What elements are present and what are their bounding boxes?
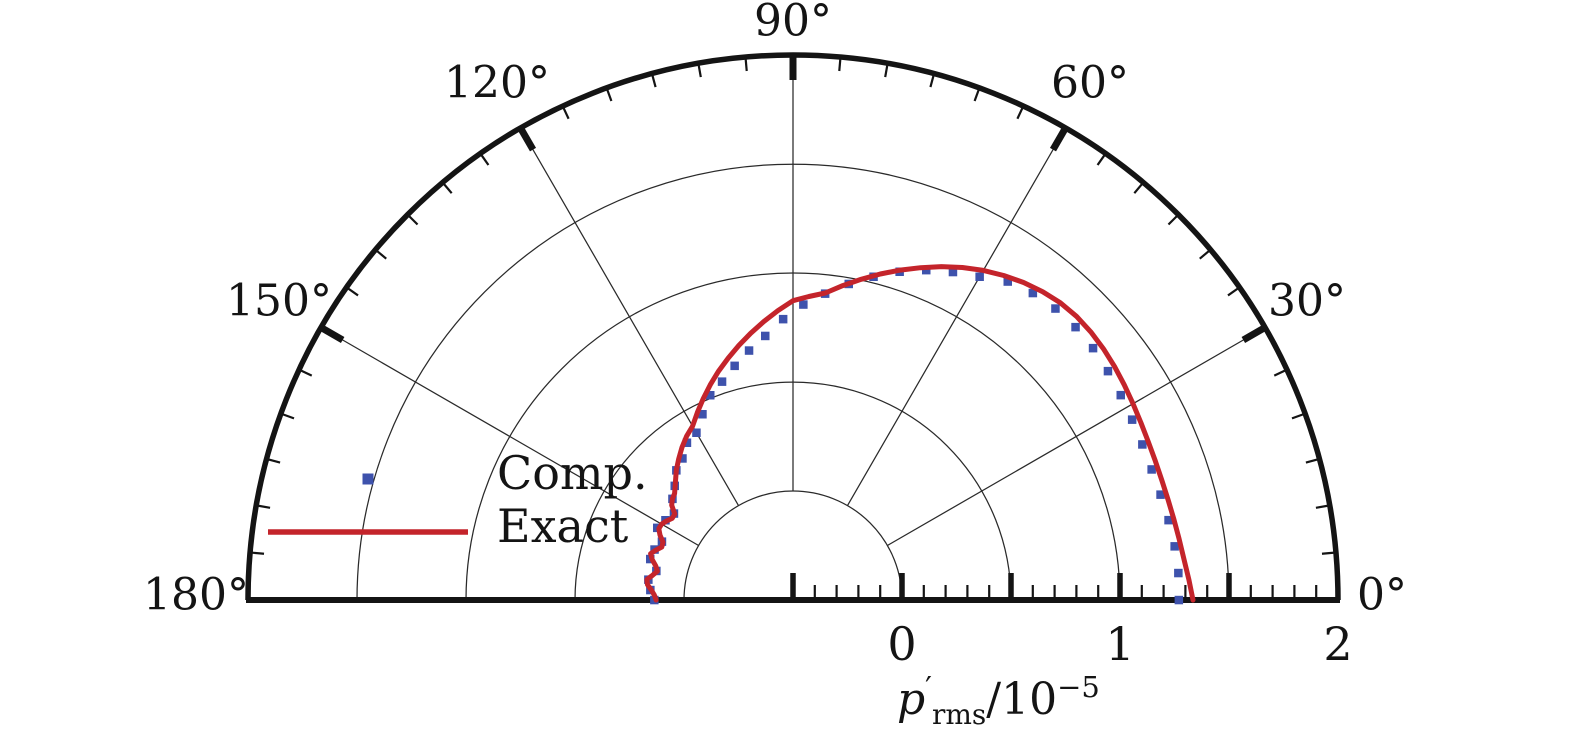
comp-data-marker <box>922 265 931 275</box>
comp-data-marker <box>1051 304 1060 313</box>
angle-tick-minor <box>1273 368 1288 377</box>
angle-tick-minor <box>479 152 490 166</box>
comp-data-marker <box>948 267 958 277</box>
comp-data-marker <box>706 391 715 400</box>
comp-data-marker <box>1071 322 1080 332</box>
radius-ticks <box>790 573 1318 598</box>
angle-tick-minor <box>561 105 570 120</box>
comp-data-marker <box>1156 490 1165 499</box>
angle-tick-minor <box>697 63 702 78</box>
comp-data-marker <box>1088 343 1098 353</box>
angle-tick-minor <box>249 551 265 555</box>
angle-tick-minor <box>1016 105 1025 120</box>
angle-tick-minor <box>280 412 295 420</box>
series-exact-line <box>644 264 1196 603</box>
comp-data-marker <box>1028 288 1038 298</box>
angle-tick-minor <box>1167 213 1180 226</box>
angle-tick-minor <box>884 63 889 78</box>
angle-tick-minor <box>256 504 271 509</box>
angle-tick-minor <box>650 73 657 88</box>
angle-tick-minor <box>1291 412 1306 420</box>
comp-data-marker <box>799 300 808 309</box>
radius-label-0: 0 <box>887 617 916 671</box>
comp-data-marker <box>1174 568 1183 578</box>
angle-tick-minor <box>1305 457 1320 464</box>
spoke <box>320 326 699 547</box>
comp-data-marker <box>1170 542 1179 551</box>
spoke <box>887 326 1266 547</box>
angle-tick-minor <box>838 56 842 72</box>
angle-tick-minor <box>406 213 419 226</box>
comp-data-marker <box>692 428 701 437</box>
angle-tick-minor <box>744 56 748 72</box>
radius-labels: 0 1 2 <box>887 617 1352 671</box>
comp-data-marker <box>1164 515 1173 525</box>
legend-label-comp: Comp. <box>497 446 648 500</box>
angle-tick-minor <box>266 457 281 464</box>
comp-data-marker <box>1147 465 1156 474</box>
comp-data-marker <box>730 361 739 371</box>
angle-tick-major <box>517 126 537 152</box>
angle-tick-major <box>319 324 345 344</box>
angle-labels: 0° 30° 60° 90° 120° 150° 180° <box>143 0 1407 621</box>
comp-data-marker <box>1103 366 1113 376</box>
legend-comp-marker <box>362 473 374 485</box>
angle-tick-major <box>1241 324 1267 344</box>
angle-tick-minor <box>1315 504 1330 509</box>
spoke <box>846 127 1067 506</box>
radius-label-1: 1 <box>1105 617 1134 671</box>
angle-label-120: 120° <box>444 58 550 109</box>
angle-tick-major <box>1049 126 1069 152</box>
comp-data-marker <box>1116 390 1125 400</box>
angle-tick-minor <box>1133 181 1145 194</box>
comp-data-marker <box>1127 415 1137 424</box>
radius-label-2: 2 <box>1323 617 1352 671</box>
angle-tick-minor <box>1321 551 1337 555</box>
angle-tick-minor <box>441 181 453 194</box>
angle-tick-minor <box>345 286 359 297</box>
angle-tick-minor <box>973 87 981 102</box>
legend: Comp.Exact <box>268 446 648 553</box>
comp-data-marker <box>761 331 770 341</box>
comp-data-marker <box>744 346 754 355</box>
angle-label-150: 150° <box>226 276 332 327</box>
angle-tick-minor <box>605 87 613 102</box>
comp-data-marker <box>1138 440 1147 449</box>
angle-tick-minor <box>298 368 313 377</box>
angle-label-90: 90° <box>754 0 832 47</box>
angle-label-60: 60° <box>1051 58 1129 109</box>
comp-data-marker <box>1003 277 1012 286</box>
comp-data-marker <box>778 314 788 324</box>
angle-tick-minor <box>1096 152 1107 166</box>
angle-tick-minor <box>1227 286 1241 297</box>
comp-data-marker <box>698 410 707 419</box>
comp-data-marker <box>678 454 687 463</box>
comp-data-marker <box>682 438 692 447</box>
comp-data-marker <box>717 377 727 386</box>
angle-ticks <box>249 55 1337 555</box>
radial-axis-title: p′rms/10−5 <box>897 670 1100 731</box>
angle-spokes <box>320 55 1266 547</box>
angle-label-180: 180° <box>143 570 249 621</box>
angle-label-30: 30° <box>1268 276 1346 327</box>
legend-label-exact: Exact <box>497 499 629 553</box>
angle-tick-minor <box>1199 248 1212 260</box>
spoke <box>519 127 740 506</box>
angle-label-0: 0° <box>1357 570 1407 621</box>
comp-data-marker <box>975 272 984 281</box>
comp-data-marker <box>1174 595 1184 605</box>
angle-tick-minor <box>374 248 387 260</box>
angle-tick-minor <box>929 73 936 88</box>
